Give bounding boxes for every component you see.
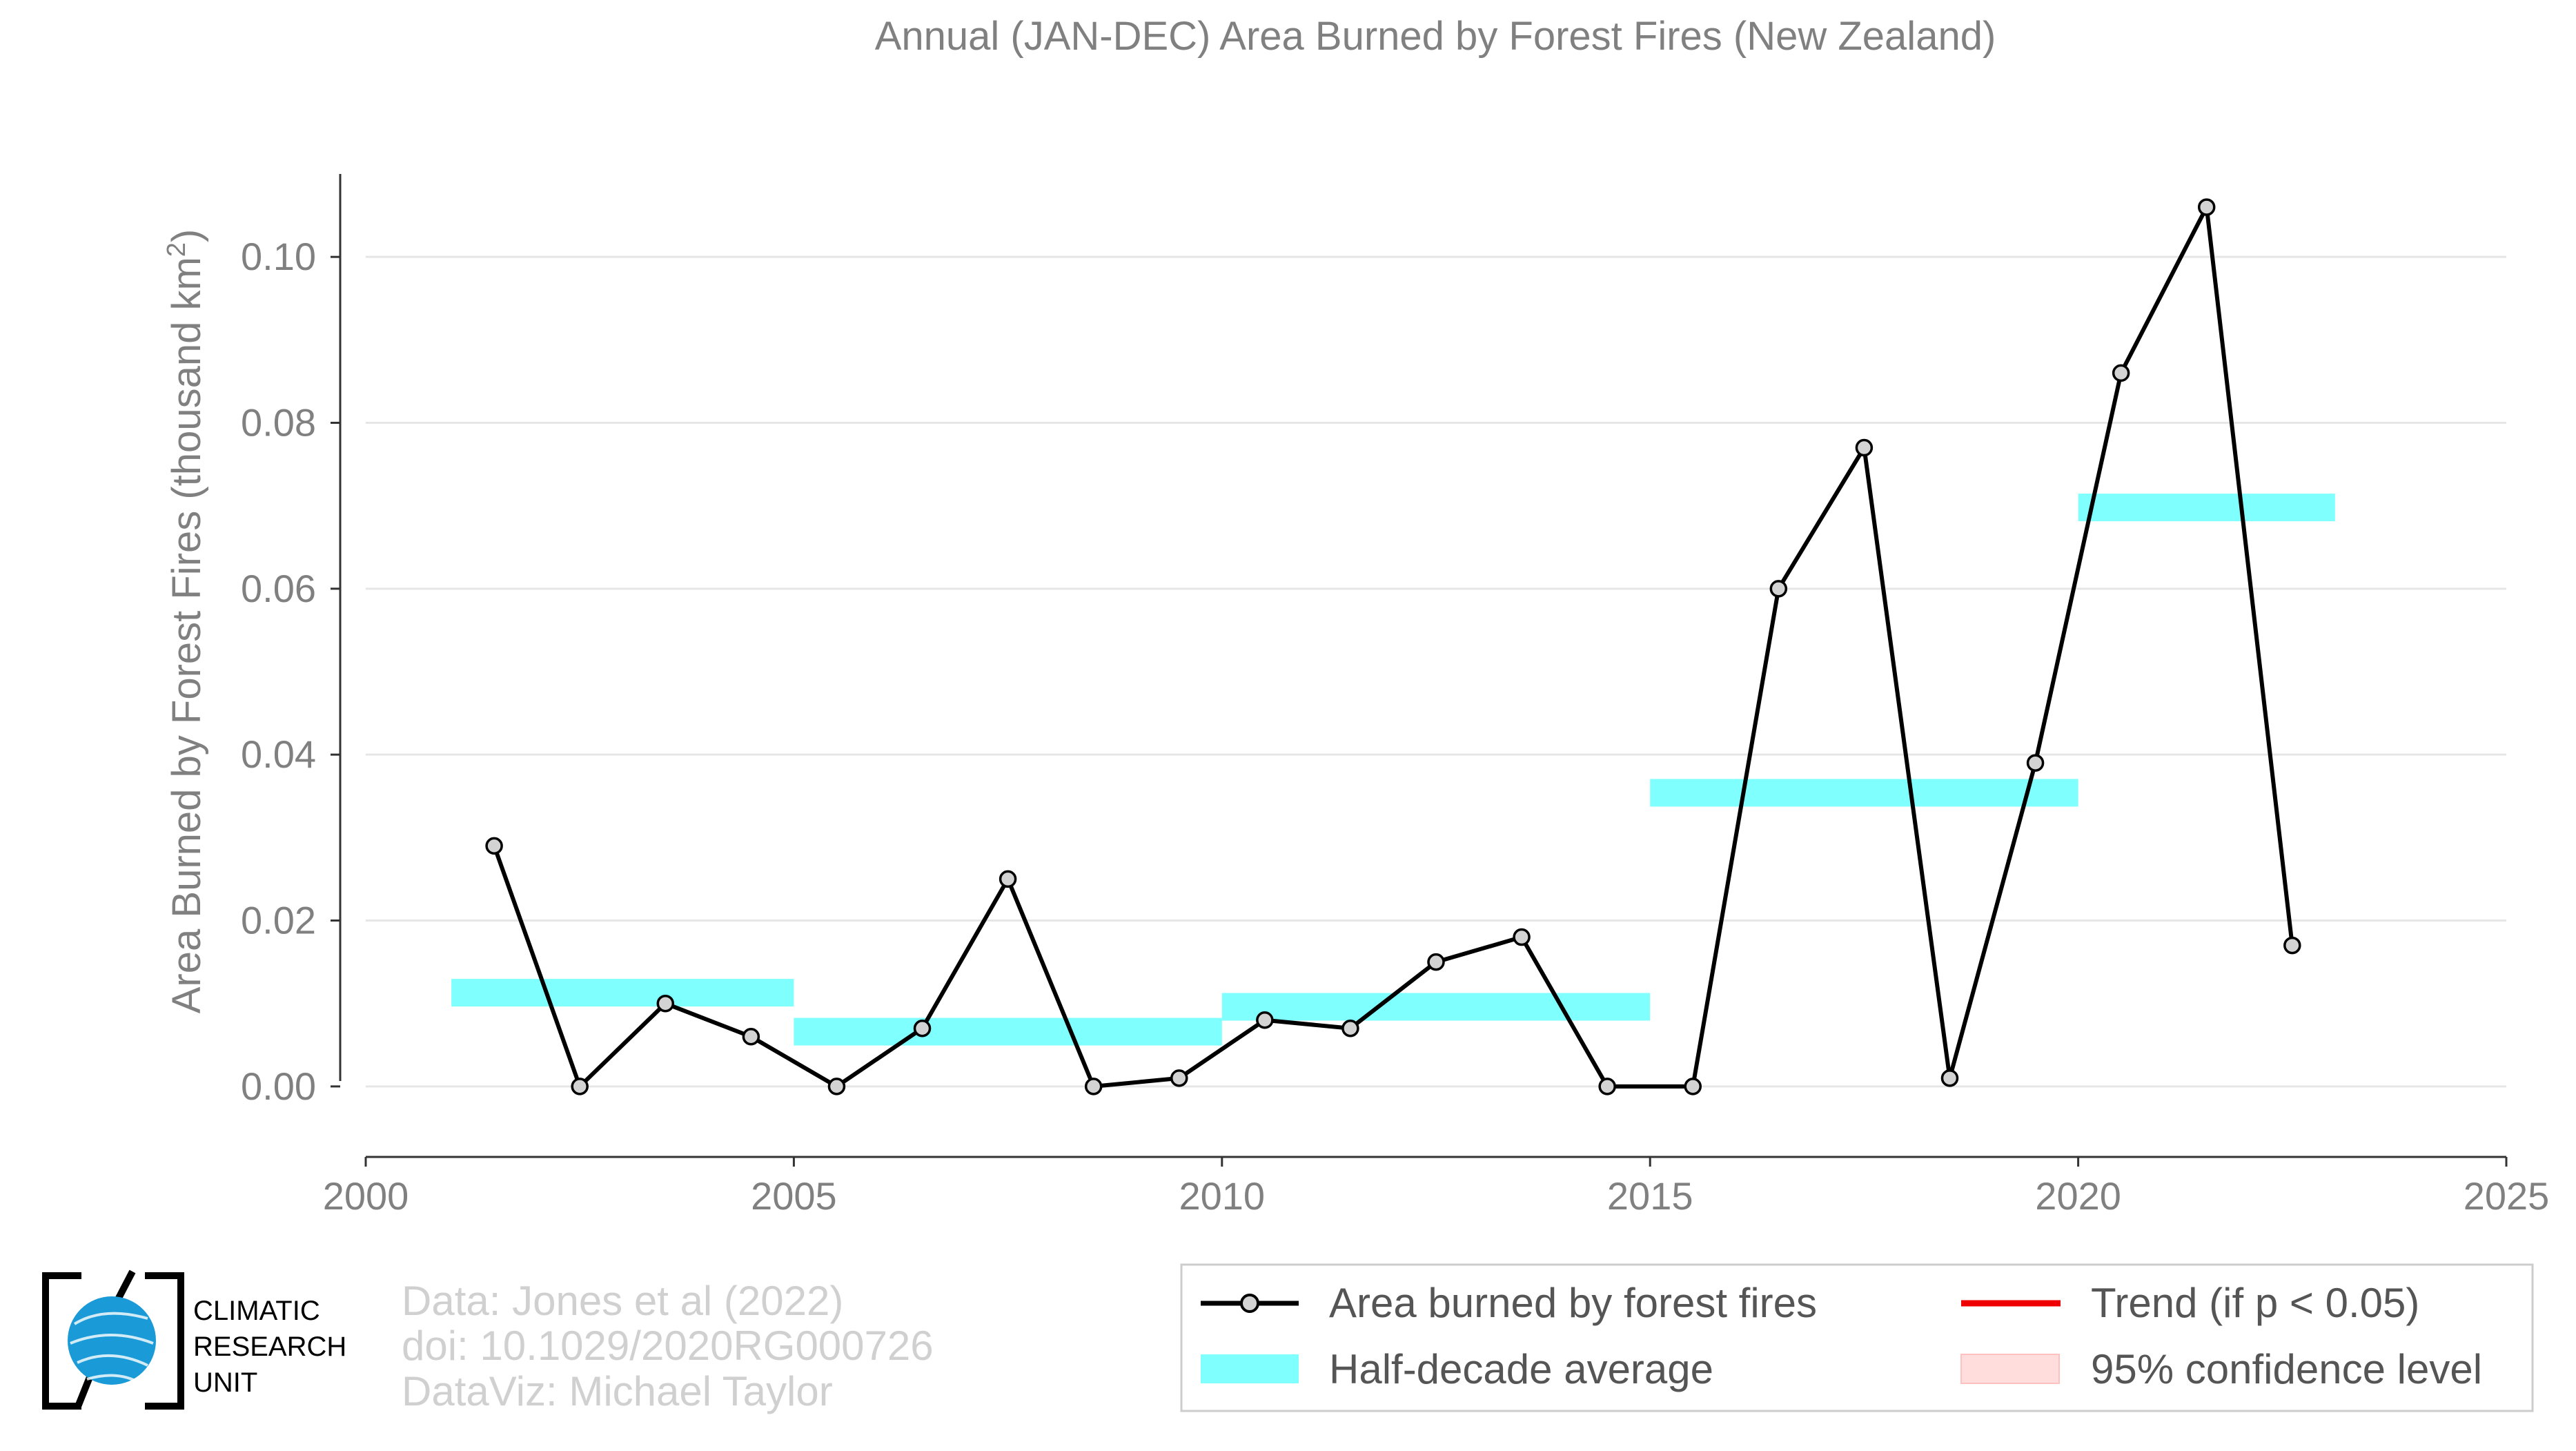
legend-series-marker	[1240, 1294, 1259, 1313]
globe-icon	[68, 1296, 156, 1385]
data-point-17	[1940, 1069, 1959, 1087]
data-point-1	[571, 1078, 589, 1095]
y-tick-label-4: 0.08	[241, 401, 316, 445]
y-tick-label-1: 0.02	[241, 899, 316, 942]
y-axis-title-superscript: 2	[162, 242, 191, 257]
legend-confidence-label: 95% confidence level	[2091, 1346, 2482, 1392]
data-point-7	[1084, 1078, 1103, 1095]
y-tick-label-3: 0.06	[241, 567, 316, 610]
half-decade-band-1	[794, 1017, 1222, 1046]
legend-average-swatch	[1201, 1354, 1299, 1383]
logo-text-line-1: CLIMATIC	[193, 1296, 320, 1326]
logo-text-line-2: RESEARCH	[193, 1332, 346, 1362]
gridlines	[366, 255, 2506, 1088]
data-point-8	[1170, 1069, 1188, 1087]
credit-line-doi: doi: 10.1029/2020RG000726	[402, 1323, 934, 1369]
series-points-group	[485, 198, 2301, 1095]
data-point-13	[1598, 1078, 1616, 1095]
legend-average-label: Half-decade average	[1329, 1346, 1713, 1392]
y-tick-label-0: 0.00	[241, 1064, 316, 1108]
data-point-21	[2283, 936, 2301, 955]
legend-entry-confidence: 95% confidence level	[1960, 1346, 2482, 1392]
y-axis-title: Area Burned by Forest Fires (thousand km…	[162, 229, 209, 1014]
data-point-5	[913, 1019, 932, 1038]
data-point-3	[742, 1028, 760, 1046]
y-tick-label-2: 0.04	[241, 732, 316, 776]
legend: Area burned by forest fires Trend (if p …	[1180, 1263, 2534, 1412]
data-point-6	[999, 870, 1017, 888]
legend-confidence-swatch	[1960, 1354, 2060, 1384]
legend-box	[1180, 1263, 2534, 1412]
credits: Data: Jones et al (2022) doi: 10.1029/20…	[402, 1278, 934, 1414]
legend-entry-average: Half-decade average	[1201, 1346, 1713, 1392]
y-axis-ticks: 0.00 0.02 0.04 0.06 0.08 0.10	[241, 235, 340, 1108]
x-tick-label-5: 2025	[2464, 1174, 2550, 1218]
x-axis-ticks: 2000 2005 2010 2015 2020 2025	[323, 1157, 2550, 1218]
globe-swirl-icon	[70, 1312, 154, 1382]
legend-trend-label: Trend (if p < 0.05)	[2091, 1280, 2419, 1326]
data-point-14	[1684, 1078, 1702, 1095]
x-tick-label-2: 2010	[1179, 1174, 1266, 1218]
legend-entry-series: Area burned by forest fires	[1201, 1280, 1817, 1326]
x-tick-label-1: 2005	[751, 1174, 837, 1218]
x-tick-label-4: 2020	[2035, 1174, 2121, 1218]
half-decade-band-3	[1650, 779, 2078, 807]
data-point-18	[2026, 754, 2045, 772]
data-point-16	[1855, 438, 1874, 457]
legend-entry-trend: Trend (if p < 0.05)	[1961, 1280, 2419, 1326]
x-tick-label-0: 2000	[323, 1174, 409, 1218]
data-point-12	[1513, 928, 1531, 946]
logo-text-line-3: UNIT	[193, 1367, 257, 1398]
data-point-9	[1256, 1011, 1274, 1029]
data-point-0	[485, 837, 503, 855]
data-point-15	[1769, 580, 1788, 598]
credit-line-dataviz: DataViz: Michael Taylor	[402, 1368, 833, 1414]
series-line-group	[492, 205, 2294, 1089]
y-tick-label-5: 0.10	[241, 235, 316, 278]
half-decade-band-0	[451, 979, 794, 1007]
series-line	[492, 205, 2294, 1089]
data-point-2	[656, 994, 675, 1013]
legend-series-label: Area burned by forest fires	[1329, 1280, 1817, 1326]
x-tick-label-3: 2015	[1607, 1174, 1693, 1218]
cru-logo: CLIMATIC RESEARCH UNIT	[42, 1269, 346, 1410]
half-decade-average-bands	[451, 494, 2335, 1046]
half-decade-band-4	[2078, 494, 2335, 522]
logo-bracket-right	[145, 1272, 184, 1410]
data-point-10	[1341, 1019, 1359, 1038]
credit-line-data: Data: Jones et al (2022)	[402, 1278, 843, 1324]
half-decade-band-2	[1221, 993, 1651, 1021]
chart-title: Annual (JAN-DEC) Area Burned by Forest F…	[875, 14, 1996, 59]
data-point-4	[827, 1078, 846, 1095]
data-point-11	[1427, 953, 1445, 971]
data-point-19	[2112, 364, 2130, 382]
data-point-20	[2197, 198, 2216, 216]
logo-bracket-left	[42, 1272, 81, 1410]
